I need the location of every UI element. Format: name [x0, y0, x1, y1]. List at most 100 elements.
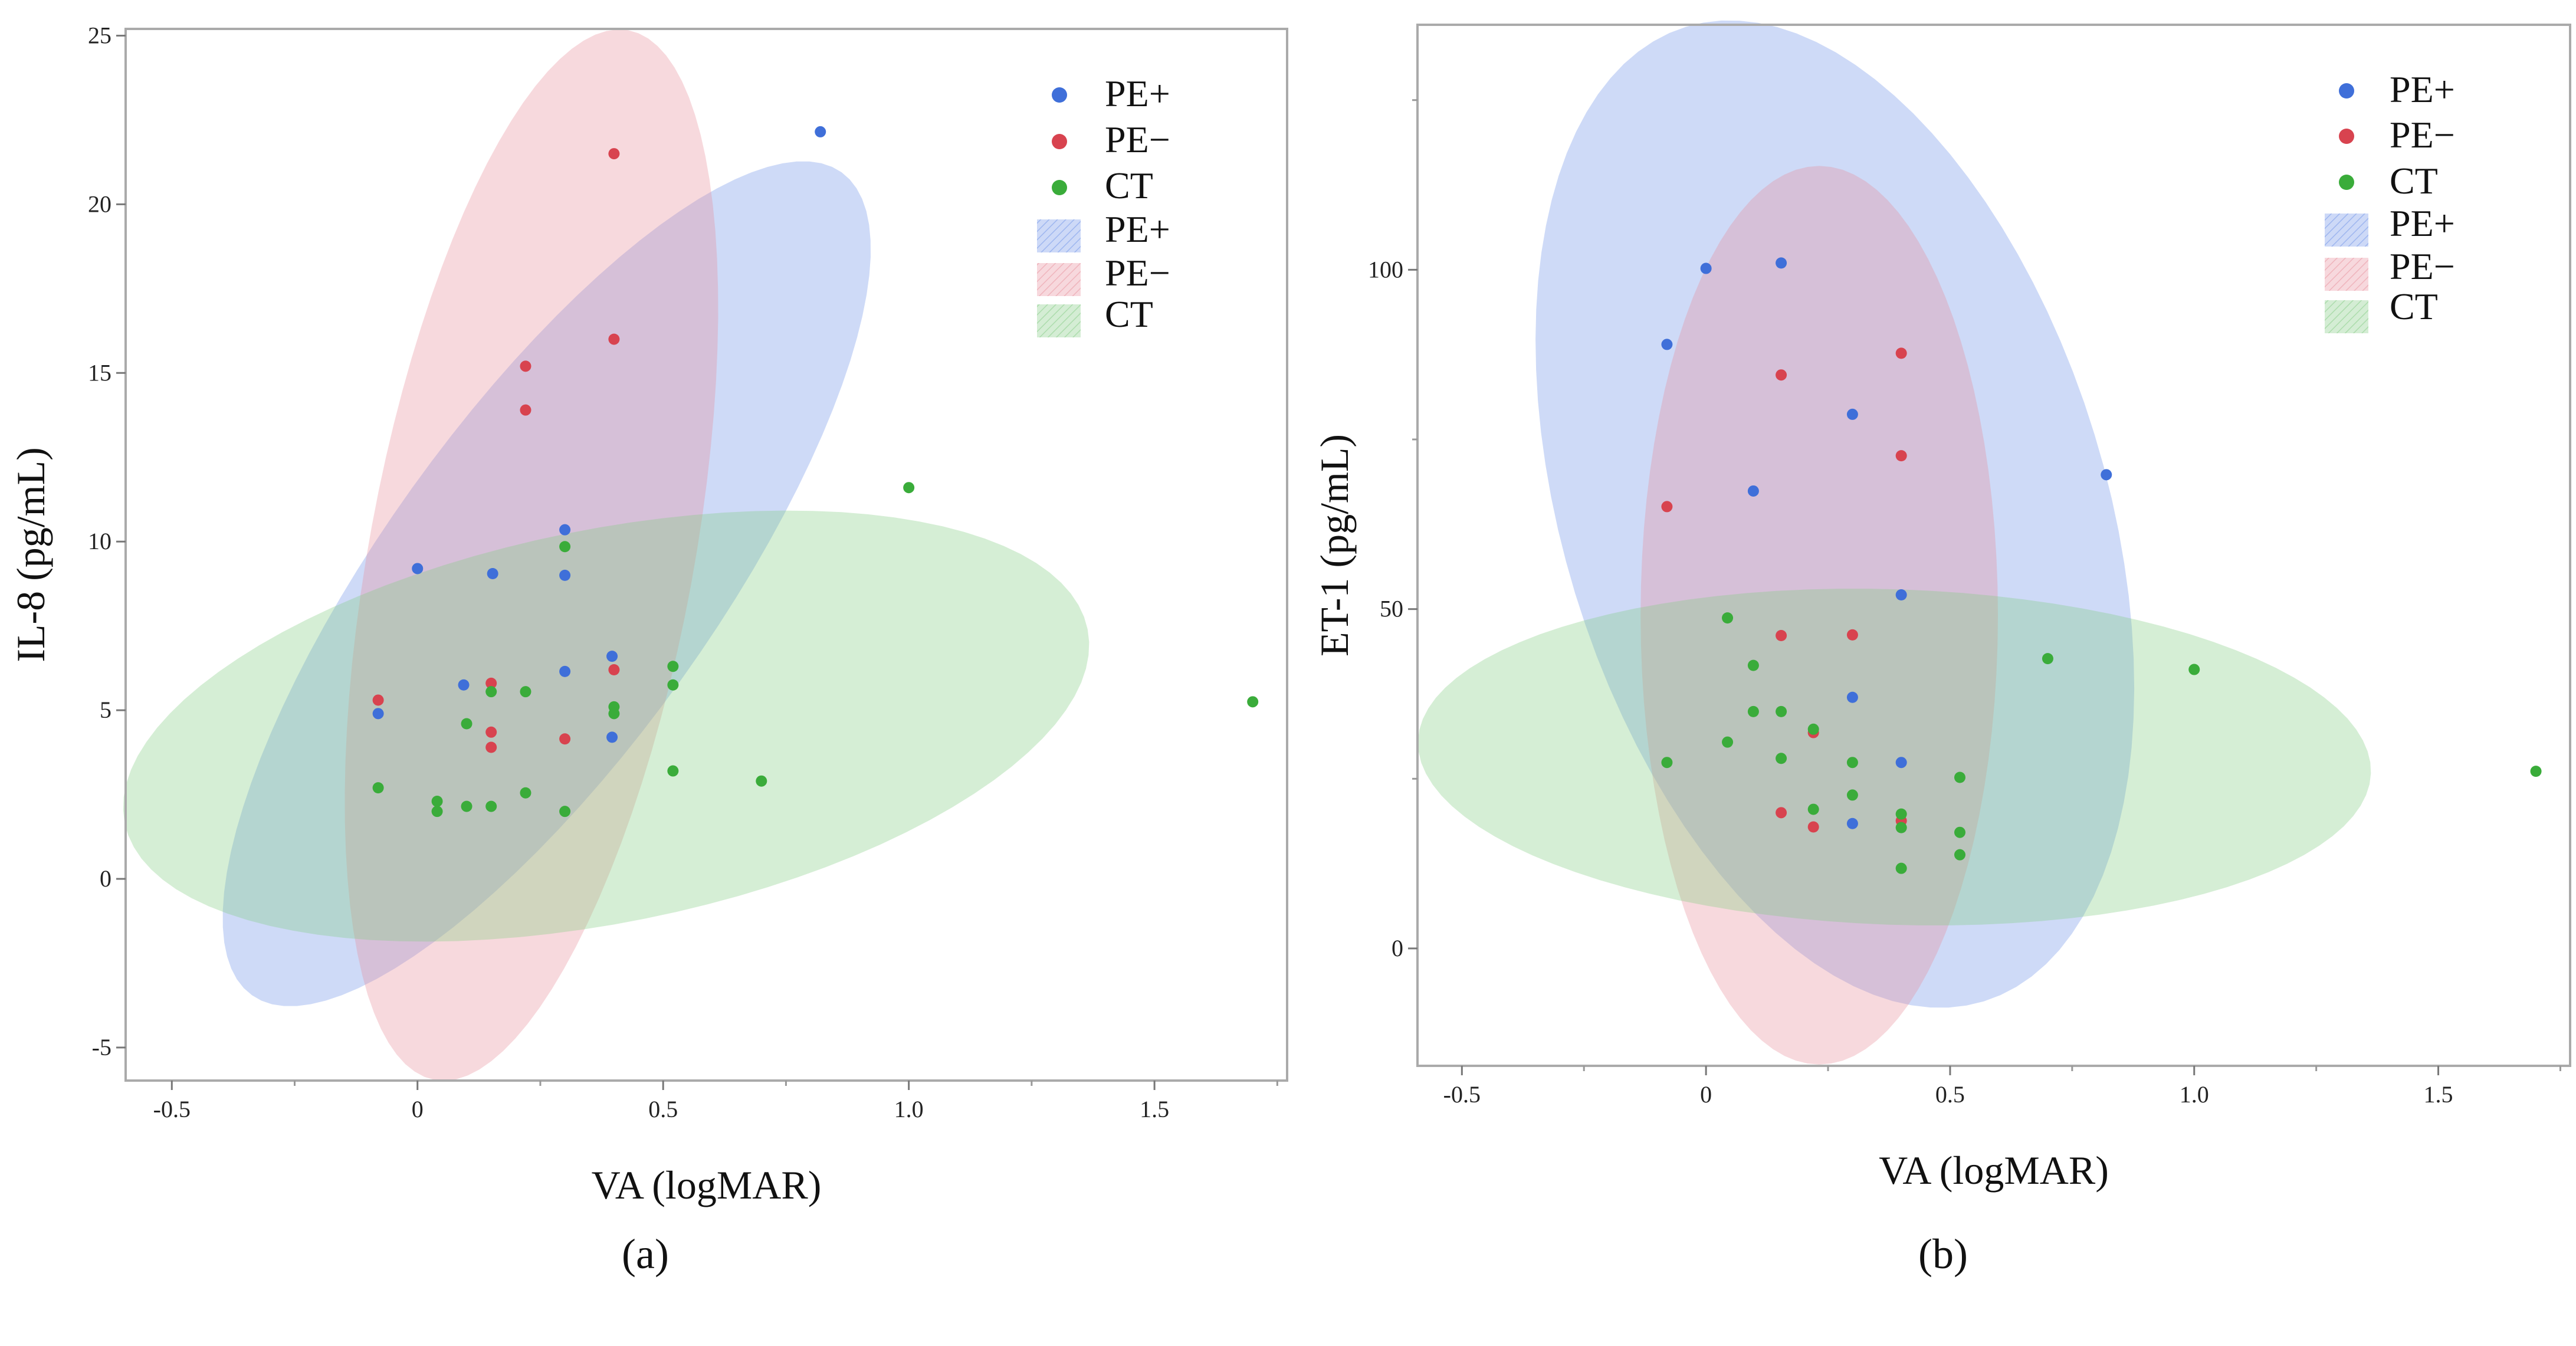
density-ellipse-pe-plus [222, 161, 871, 1006]
y-tick-label: 25 [88, 22, 111, 48]
x-tick-label: 0.5 [1935, 1081, 1965, 1108]
data-point-ct [559, 806, 571, 818]
data-point-pe-plus [487, 568, 498, 580]
data-point-ct [1247, 696, 1259, 708]
x-tick-label: 0 [1700, 1081, 1712, 1108]
legend-label: PE− [1105, 252, 1170, 294]
data-point-ct [431, 806, 443, 818]
data-point-ct [431, 796, 443, 807]
data-point-pe-minus [1895, 347, 1907, 359]
data-point-pe-minus [485, 677, 497, 689]
data-point-ct [2042, 653, 2053, 665]
data-point-pe-minus [372, 694, 384, 706]
legend-label: CT [1105, 165, 1153, 206]
data-point-ct [1954, 826, 1965, 838]
legend-swatch-pe-plus [1037, 219, 1081, 252]
legend-label: CT [2390, 285, 2438, 327]
data-point-pe-plus [1846, 818, 1858, 829]
data-point-pe-minus [1895, 450, 1907, 462]
data-point-ct [2188, 664, 2200, 675]
data-point-pe-plus [1661, 339, 1673, 350]
data-point-pe-plus [1895, 757, 1907, 769]
data-point-ct [485, 686, 497, 698]
data-point-pe-plus [412, 563, 424, 574]
data-point-ct [1954, 849, 1965, 861]
data-point-pe-plus [815, 126, 826, 137]
legend-swatch-ct [2325, 300, 2368, 333]
legend-marker-pe-plus [2339, 83, 2354, 99]
data-point-pe-plus [1895, 589, 1907, 600]
data-point-ct [485, 800, 497, 812]
data-point-pe-plus [1776, 257, 1787, 269]
x-tick-label: -0.5 [153, 1096, 191, 1122]
data-point-ct [1895, 822, 1907, 833]
x-tick-label: 0 [412, 1096, 424, 1122]
data-point-ct [667, 765, 679, 777]
legend-marker-ct [2339, 175, 2354, 190]
data-point-pe-minus [608, 148, 620, 160]
legend-swatch-pe-minus [1037, 263, 1081, 296]
chart-panel-b: -0.5 0 0.5 1.0 1.5 100 50 0 VA (logMAR) ET-1 (pg/… [1312, 20, 2571, 1278]
legend-label: PE+ [1105, 208, 1170, 250]
data-point-pe-minus [608, 333, 620, 345]
data-point-ct [1846, 789, 1858, 801]
x-tick-label: 1.0 [2180, 1081, 2209, 1108]
data-point-pe-plus [372, 708, 384, 720]
x-axis-title: VA (logMAR) [592, 1163, 822, 1207]
data-point-ct [1747, 659, 1759, 671]
x-tick-label: 1.5 [2424, 1081, 2453, 1108]
density-ellipse-pe-plus [1535, 20, 2135, 1008]
y-axis-title: IL-8 (pg/mL) [8, 447, 53, 662]
data-point-pe-minus [520, 404, 531, 416]
data-point-ct [1954, 772, 1965, 783]
data-point-ct [1776, 705, 1787, 717]
data-point-ct [1846, 757, 1858, 769]
legend-label: PE− [1105, 119, 1170, 160]
data-point-pe-plus [1846, 691, 1858, 703]
data-point-ct [667, 661, 679, 672]
legend-marker-pe-minus [1052, 134, 1067, 149]
data-point-ct [520, 686, 531, 698]
data-point-pe-minus [1807, 821, 1819, 833]
data-point-ct [1895, 862, 1907, 874]
data-point-pe-plus [559, 665, 571, 677]
legend-label: CT [2390, 160, 2438, 202]
data-point-ct [667, 679, 679, 691]
x-tick-label: 0.5 [648, 1096, 678, 1122]
x-axis-title: VA (logMAR) [1879, 1148, 2109, 1193]
data-point-ct [1776, 753, 1787, 764]
density-ellipse-ct [1417, 589, 2371, 925]
data-point-ct [559, 541, 571, 553]
plot-frame [124, 28, 1288, 1082]
y-tick-label: 100 [1368, 256, 1403, 283]
data-point-pe-minus [485, 741, 497, 753]
legend-label: PE− [2390, 245, 2455, 287]
y-tick-label: 10 [88, 528, 111, 554]
y-tick-label: 50 [1380, 596, 1403, 622]
density-ellipse-pe-minus [1640, 166, 1998, 1065]
y-tick-label: 5 [100, 697, 111, 723]
legend-label: PE− [2390, 114, 2455, 156]
data-point-pe-minus [1661, 501, 1673, 513]
plot-frame [1416, 24, 2571, 1067]
legend-swatch-ct [1037, 304, 1081, 337]
data-point-pe-plus [606, 731, 618, 743]
data-point-pe-minus [1776, 807, 1787, 819]
x-tick-label: -0.5 [1443, 1081, 1481, 1108]
legend-marker-ct [1052, 180, 1067, 195]
legend-label: CT [1105, 293, 1153, 335]
panel-caption: (a) [622, 1230, 669, 1278]
legend-label: PE+ [2390, 202, 2455, 244]
data-point-pe-plus [458, 679, 470, 691]
data-point-ct [1807, 723, 1819, 735]
legend-swatch-pe-minus [2325, 258, 2368, 291]
data-point-ct [1807, 803, 1819, 815]
data-point-ct [1661, 757, 1673, 769]
y-tick-label: 15 [88, 359, 111, 386]
data-point-ct [372, 782, 384, 794]
data-point-ct [1747, 705, 1759, 717]
y-tick-label: -5 [92, 1034, 111, 1061]
data-point-pe-plus [606, 651, 618, 662]
